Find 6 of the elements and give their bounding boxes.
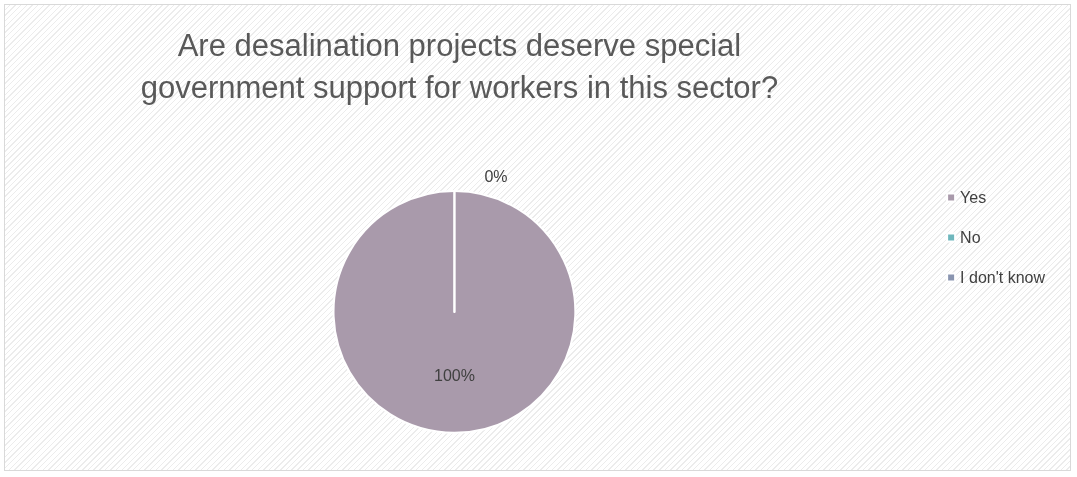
text: 0% [484,167,508,185]
legend-label: No [960,229,981,246]
legend-label: I don't know [960,269,1046,286]
data-label: 100% [433,366,475,384]
legend-label: Yes [960,189,987,206]
chart-title: Are desalination projects deserve special government support for workers in this sector? [140,27,779,105]
